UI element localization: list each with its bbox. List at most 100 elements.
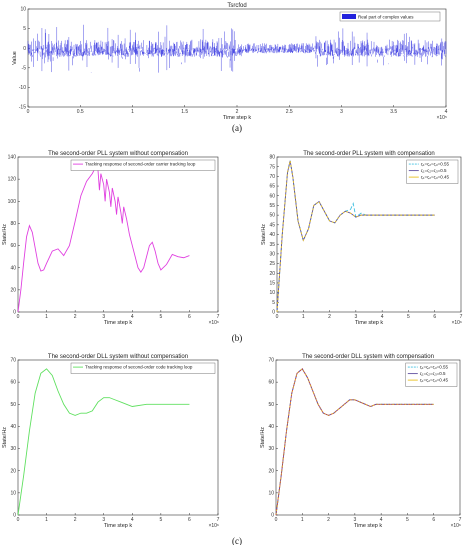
legend-label: Tracking response of second-order code t… [85, 365, 193, 370]
y-tick-label: 50 [269, 213, 275, 219]
y-tick-label: 100 [8, 199, 17, 205]
x-tick-label: 0 [275, 517, 278, 523]
y-tick-label: 120 [8, 177, 17, 183]
y-tick-label: 40 [10, 265, 16, 271]
y-tick-label: -15 [19, 105, 26, 111]
y-tick-label: 60 [10, 380, 16, 386]
y-tick-label: 20 [268, 468, 274, 474]
y-tick-label: 35 [269, 242, 275, 248]
x-tick-label: 7 [217, 314, 220, 320]
y-tick-label: 140 [8, 155, 17, 161]
x-tick-label: 3 [353, 517, 356, 523]
y-axis-label: State/Hz [261, 224, 267, 245]
x-tick-label: 4 [380, 517, 383, 523]
y-tick-label: 0 [13, 310, 16, 316]
x-tick-label: 0 [27, 109, 30, 115]
x-tick-label: 2 [74, 517, 77, 523]
chart-title: The second-order DLL system without comp… [48, 354, 188, 360]
x-tick-label: 3 [354, 314, 357, 320]
chart-b-left: 0 1 2 3 4 5 6 7 0 20 40 60 80 100 120 140 The second-ord… [2, 151, 220, 326]
x-tick-label: 7 [460, 314, 463, 320]
y-tick-label: 70 [10, 358, 16, 364]
x-tick-label: 0 [17, 517, 20, 523]
x-axis-label: Time step k [354, 523, 382, 529]
x-tick-label: 3.5 [390, 109, 397, 115]
y-tick-label: 5 [23, 26, 26, 32]
x-tick-label: 4 [445, 109, 448, 115]
x-tick-label: 6 [432, 517, 435, 523]
y-tick-label: 45 [269, 222, 275, 228]
y-tick-label: 0 [23, 46, 26, 52]
y-tick-label: 50 [268, 402, 274, 408]
x-tick-label: 6 [433, 314, 436, 320]
y-tick-label: 55 [269, 203, 275, 209]
x-tick-label: 1.5 [181, 109, 188, 115]
x-tick-label: 0.5 [77, 109, 84, 115]
x-axis-label: Time step k [355, 320, 383, 326]
x-tick-label: 3 [102, 314, 105, 320]
y-tick-label: 70 [269, 174, 275, 180]
x-tick-label: 4 [381, 314, 384, 320]
x-tick-label: 5 [159, 517, 162, 523]
x-tick-label: 5 [407, 314, 410, 320]
x-tick-label: 1 [45, 517, 48, 523]
y-tick-label: 40 [269, 232, 275, 238]
series-line [276, 160, 435, 313]
caption-c: (c) [232, 536, 242, 545]
y-axis-label: State/Hz [2, 224, 8, 245]
legend-label: ς₁=ς₂=ς₃=0.55 [421, 162, 450, 167]
series-line [17, 167, 190, 313]
x-tick-label: 2.5 [286, 109, 293, 115]
x-tick-label: 7 [459, 517, 462, 523]
x-tick-label: 0 [17, 314, 20, 320]
caption-a: (a) [232, 123, 242, 133]
chart-title: The second-order DLL system with compens… [302, 354, 434, 360]
x-tick-label: 3 [102, 517, 105, 523]
y-tick-label: 70 [268, 358, 274, 364]
legend-box [406, 159, 459, 184]
y-tick-label: -5 [22, 65, 27, 71]
y-tick-label: 30 [268, 446, 274, 452]
y-tick-label: 20 [269, 271, 275, 277]
y-tick-label: 80 [269, 155, 275, 161]
y-tick-label: 60 [10, 243, 16, 249]
y-tick-label: 10 [10, 490, 16, 496]
y-axis-label: State/Hz [2, 427, 8, 448]
x-axis-label: Time step k [104, 523, 132, 529]
y-tick-label: 5 [272, 300, 275, 306]
y-tick-label: 10 [20, 7, 26, 13]
y-axis-label: Value [12, 51, 18, 65]
y-tick-label: 0 [271, 513, 274, 519]
legend-box [70, 362, 216, 374]
legend-box [70, 159, 216, 171]
x-tick-label: 1 [302, 314, 305, 320]
legend-box [405, 362, 458, 387]
x-tick-label: 1 [301, 517, 304, 523]
y-tick-label: 30 [269, 251, 275, 257]
x-tick-label: 2 [328, 314, 331, 320]
y-tick-label: 10 [268, 490, 274, 496]
y-tick-label: 40 [10, 424, 16, 430]
chart-title: The second-order PLL system without comp… [48, 151, 188, 157]
plot-frame [17, 156, 219, 313]
x-tick-label: 7 [217, 517, 220, 523]
y-tick-label: -10 [19, 85, 26, 91]
x-tick-label: 6 [188, 517, 191, 523]
x-tick-label: 2 [236, 109, 239, 115]
x-tick-label: 0 [276, 314, 279, 320]
legend-label: Real part of complex values [358, 15, 414, 20]
x-tick-label: 1 [45, 314, 48, 320]
x-axis-label: Time step k [104, 320, 132, 326]
chart-b-right: 0 1 2 3 4 5 6 705101520253035404550556065707580… [261, 151, 463, 326]
y-tick-label: 50 [10, 402, 16, 408]
x-tick-label: 4 [131, 517, 134, 523]
x-tick-label: 2 [327, 517, 330, 523]
y-tick-label: 60 [269, 193, 275, 199]
legend-swatch [342, 14, 356, 19]
series-line [275, 368, 434, 516]
y-tick-label: 80 [10, 221, 16, 227]
x-exponent: ×10⁶ [451, 320, 462, 326]
